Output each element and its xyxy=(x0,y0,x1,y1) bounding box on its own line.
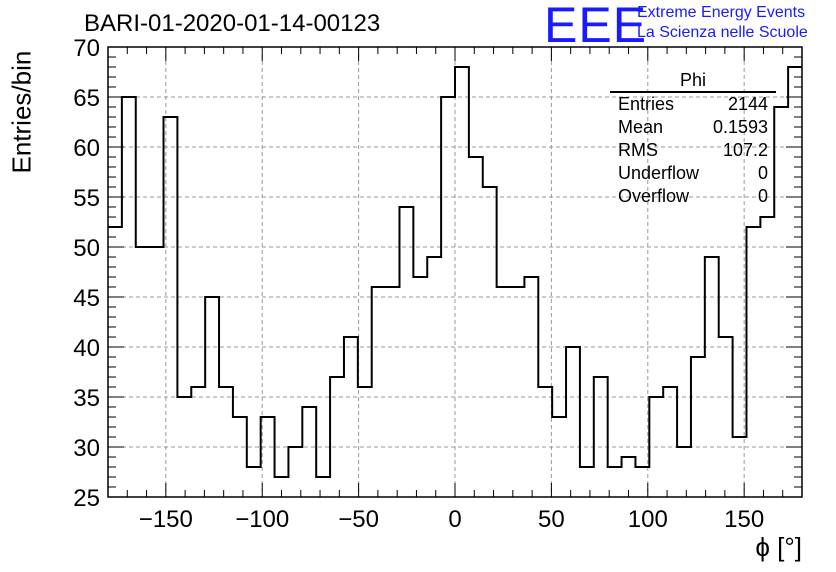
x-tick-label: 0 xyxy=(448,506,461,533)
y-tick-label: 65 xyxy=(73,85,100,112)
y-tick-label: 55 xyxy=(73,185,100,212)
histogram-series xyxy=(108,66,802,478)
y-tick-label: 70 xyxy=(73,35,100,62)
stats-value: 0 xyxy=(757,163,768,183)
y-tick-label: 30 xyxy=(73,435,100,462)
stats-row-overflow: Overflow 0 xyxy=(610,185,776,208)
y-tick-label: 60 xyxy=(73,135,100,162)
eee-logo: EEE xyxy=(544,0,648,53)
stats-value: 0.1593 xyxy=(712,117,768,137)
x-axis-label: ϕ [°] xyxy=(755,532,802,562)
stats-row-rms: RMS 107.2 xyxy=(610,139,776,162)
y-axis-label: Entries/bin xyxy=(6,50,37,174)
logo-line-1: Extreme Energy Events xyxy=(637,4,806,21)
y-tick-label: 25 xyxy=(73,485,100,512)
stats-value: 107.2 xyxy=(722,140,768,160)
stats-label: RMS xyxy=(618,140,658,160)
y-tick-label: 45 xyxy=(73,285,100,312)
y-tick-label: 50 xyxy=(73,235,100,262)
x-tick-label: 100 xyxy=(628,506,668,533)
x-tick-label: 150 xyxy=(724,506,764,533)
logo-line-2: La Scienza nelle Scuole xyxy=(637,24,808,41)
y-tick-label: 35 xyxy=(73,385,100,412)
x-tick-label: −50 xyxy=(338,506,379,533)
stats-row-entries: Entries 2144 xyxy=(610,93,776,116)
stats-label: Entries xyxy=(618,94,675,114)
x-tick-label: −150 xyxy=(139,506,193,533)
stats-title: Phi xyxy=(610,70,776,93)
stats-value: 0 xyxy=(757,186,768,206)
chart-title: BARI-01-2020-01-14-00123 xyxy=(84,10,381,37)
stats-label: Underflow xyxy=(618,163,700,183)
stats-box: Phi Entries 2144 Mean 0.1593 RMS 107.2 U… xyxy=(610,70,776,208)
stats-row-underflow: Underflow 0 xyxy=(610,162,776,185)
stats-row-mean: Mean 0.1593 xyxy=(610,116,776,139)
x-tick-label: −100 xyxy=(235,506,289,533)
x-tick-label: 50 xyxy=(538,506,565,533)
stats-label: Overflow xyxy=(618,186,690,206)
stats-label: Mean xyxy=(618,117,664,137)
y-tick-label: 40 xyxy=(73,335,100,362)
stats-value: 2144 xyxy=(727,94,768,114)
